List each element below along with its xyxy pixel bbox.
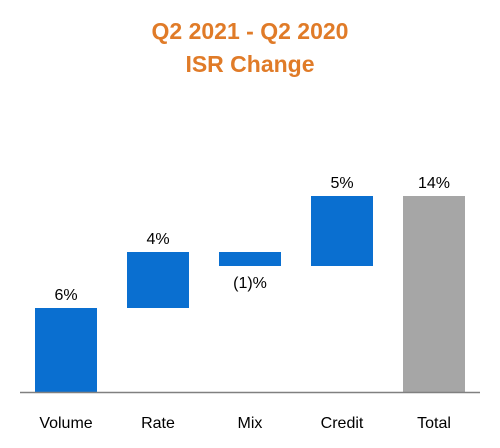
- category-label-credit: Credit: [321, 415, 364, 432]
- category-label-rate: Rate: [141, 415, 175, 432]
- category-label-volume: Volume: [39, 415, 92, 432]
- category-label-mix: Mix: [238, 415, 263, 432]
- bar-total: [403, 196, 465, 392]
- value-label-volume: 6%: [54, 287, 77, 304]
- chart-title: Q2 2021 - Q2 2020: [151, 18, 349, 44]
- category-label-total: Total: [417, 415, 451, 432]
- value-label-mix: (1)%: [233, 275, 267, 292]
- bar-credit: [311, 196, 373, 266]
- value-label-credit: 5%: [330, 175, 353, 192]
- value-label-rate: 4%: [146, 231, 169, 248]
- value-label-total: 14%: [418, 175, 450, 192]
- chart-subtitle: ISR Change: [185, 51, 315, 77]
- bar-mix: [219, 252, 281, 266]
- bar-rate: [127, 252, 189, 308]
- bar-volume: [35, 308, 97, 392]
